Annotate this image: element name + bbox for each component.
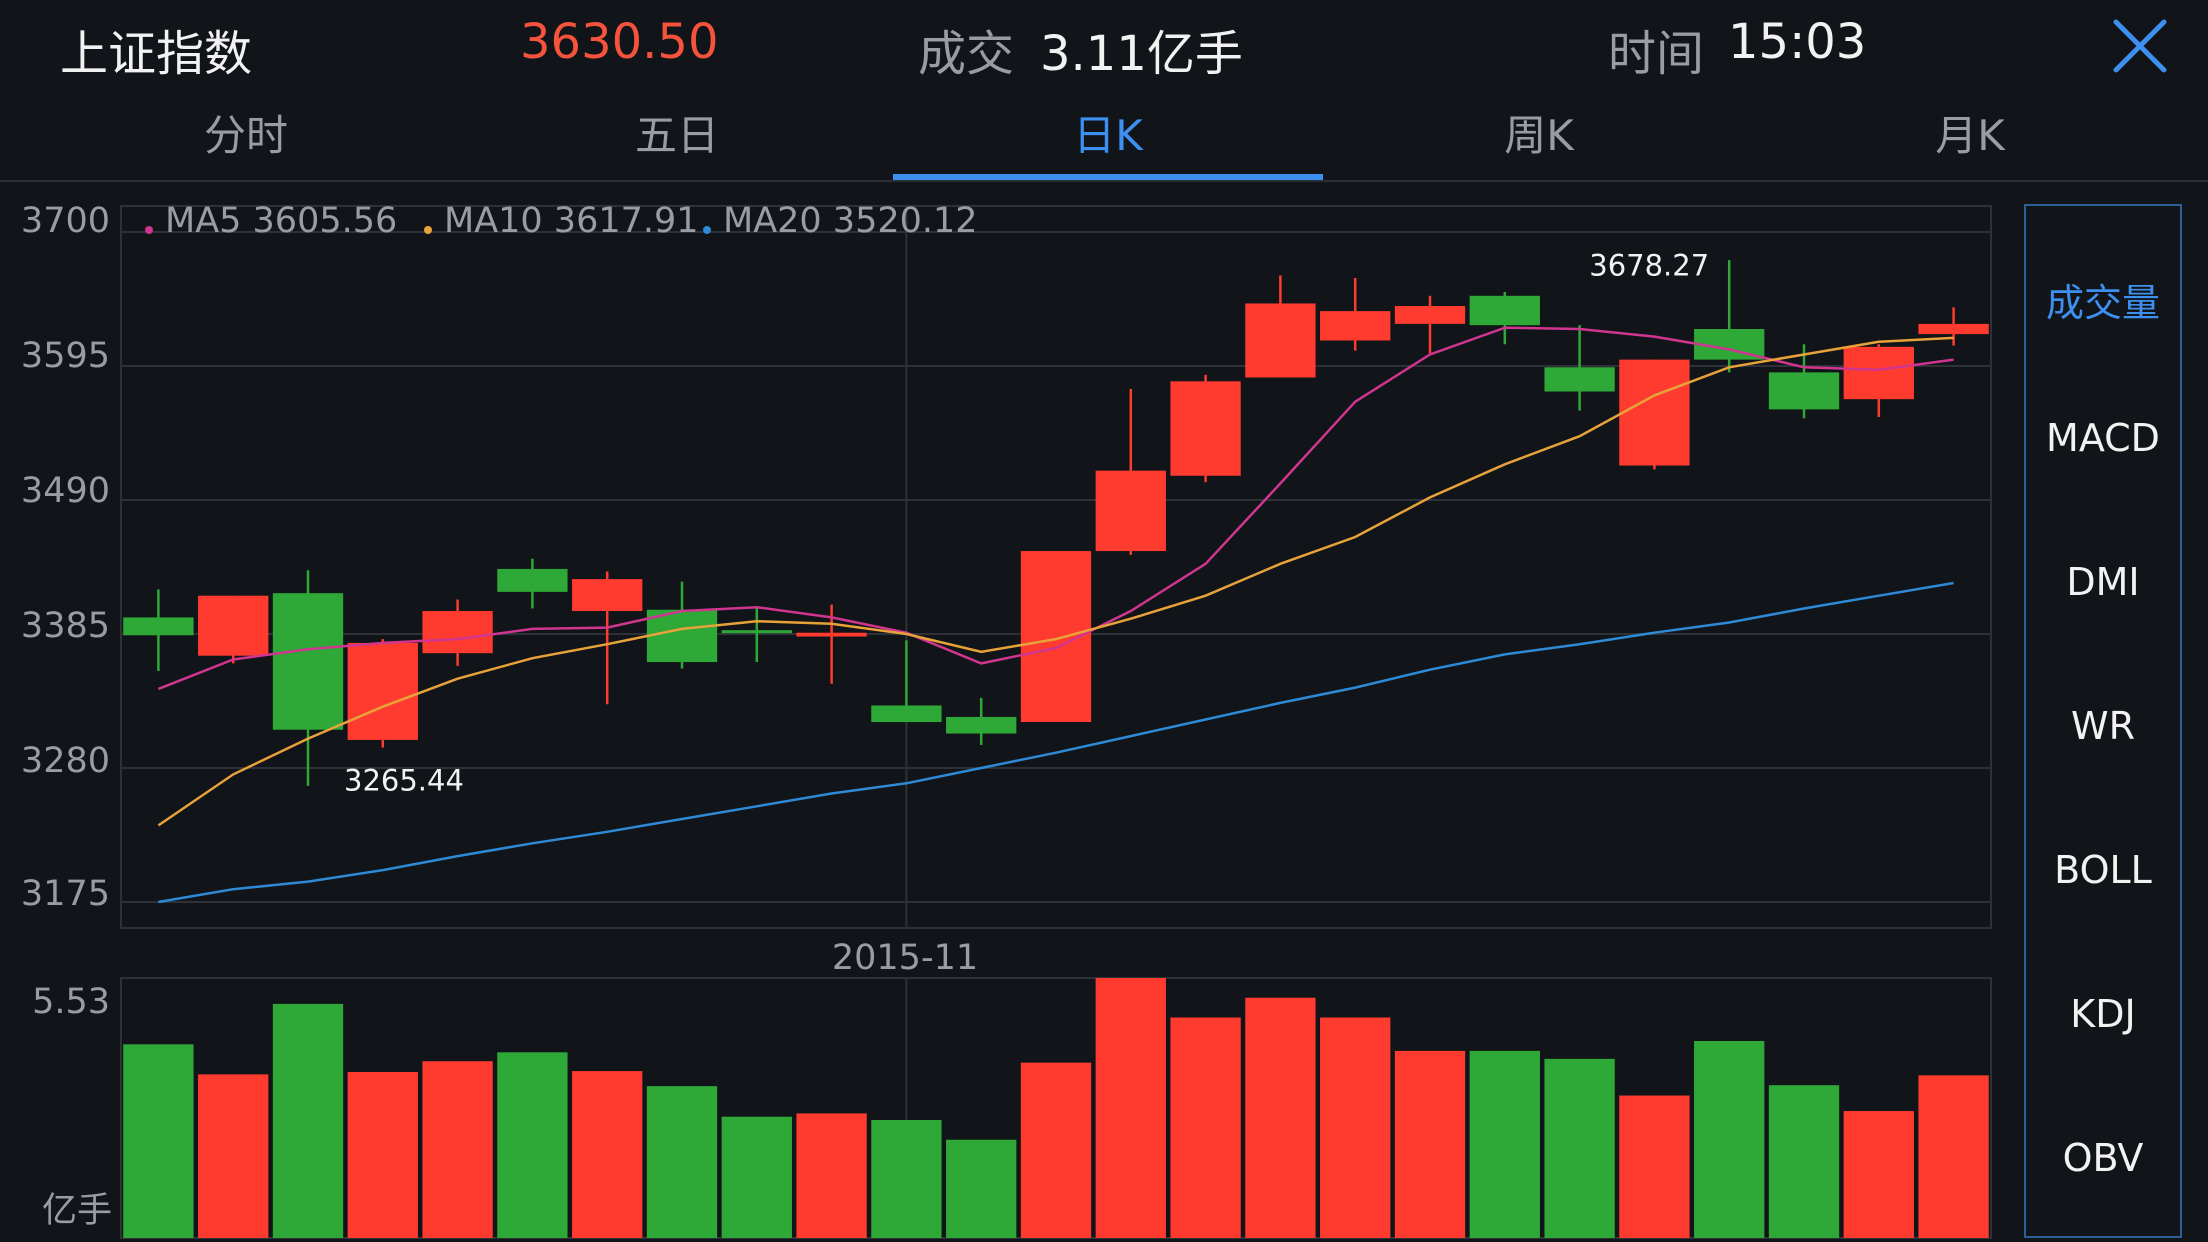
ma10-legend-label: MA10 3617.91: [444, 201, 699, 241]
candle-body: [646, 609, 718, 663]
candle-body: [1095, 470, 1166, 552]
volume-bar: [422, 1061, 493, 1238]
volume-bar: [1394, 1050, 1466, 1238]
volume-bar: [1469, 1050, 1540, 1238]
volume-bar: [1170, 1017, 1241, 1238]
ma5-legend-label: MA5 3605.56: [165, 201, 397, 241]
volume-bar: [1245, 997, 1316, 1238]
volume-bar: [1095, 978, 1166, 1238]
candle-body: [1320, 311, 1391, 341]
volume-bar: [497, 1052, 568, 1238]
candle-body: [123, 617, 194, 636]
period-tabs: 分时 五日 日K 周K 月K: [0, 96, 2208, 182]
ma-legend: MA5 3605.56 MA10 3617.91 MA20 3520.12: [145, 201, 978, 241]
volume-bar: [123, 1044, 194, 1238]
indicator-obv[interactable]: OBV: [2062, 1136, 2144, 1180]
candle-body: [1469, 295, 1540, 326]
candle-body: [572, 579, 643, 612]
tab-monthly-k[interactable]: 月K: [1935, 111, 2005, 160]
price-frame: [120, 205, 1992, 929]
volume-bars: [123, 978, 1989, 1238]
max-price-label: 3678.27: [1589, 249, 1709, 283]
volume-bar: [1843, 1111, 1914, 1238]
ma10-legend-dot: [424, 226, 432, 234]
y-tick-3280: 3280: [21, 741, 110, 781]
volume-bar: [347, 1072, 418, 1238]
volume-bar: [1020, 1062, 1092, 1238]
x-axis-date-label: 2015-11: [832, 938, 978, 978]
tab-intraday[interactable]: 分时: [203, 111, 288, 160]
candle-body: [198, 595, 269, 656]
candle-body: [721, 630, 792, 634]
candle-body: [272, 593, 344, 730]
indicator-volume[interactable]: 成交量: [2045, 281, 2160, 325]
volume-bar: [871, 1119, 942, 1238]
candle-body: [946, 716, 1017, 734]
candle-body: [1245, 303, 1316, 378]
candle-body: [497, 568, 568, 592]
volume-value: 3.11亿手: [1040, 26, 1243, 82]
volume-unit-label: 亿手: [42, 1191, 112, 1231]
volume-bar: [1544, 1058, 1615, 1238]
volume-bar: [1768, 1085, 1840, 1238]
header-bar: 上证指数 3630.50 成交 3.11亿手 时间 15:03: [0, 0, 2208, 88]
ma20-legend-dot: [703, 226, 711, 234]
candle-body: [347, 642, 418, 740]
time-label: 时间: [1608, 26, 1705, 82]
indicator-wr[interactable]: WR: [2071, 704, 2135, 748]
volume-bar: [198, 1074, 269, 1238]
ma20-legend-label: MA20 3520.12: [723, 201, 978, 241]
index-name: 上证指数: [60, 26, 253, 82]
candle-body: [1768, 372, 1840, 410]
y-tick-3385: 3385: [21, 606, 110, 646]
tab-daily-k[interactable]: 日K: [893, 96, 1323, 180]
candle-body: [871, 705, 942, 723]
candle-body: [1394, 306, 1466, 324]
tab-weekly-k[interactable]: 周K: [1504, 111, 1574, 160]
y-tick-3490: 3490: [21, 471, 110, 511]
price-axis-labels: 3700 3595 3490 3385 3280 3175 5.53 亿手 20…: [21, 201, 978, 1231]
volume-bar: [1694, 1041, 1765, 1238]
y-tick-3700: 3700: [21, 201, 110, 241]
y-tick-3175: 3175: [21, 874, 110, 914]
candle-body: [1619, 359, 1690, 466]
ma-lines: [157, 326, 1954, 904]
ma5-line: [157, 326, 1954, 691]
volume-bar: [796, 1113, 867, 1238]
min-price-label: 3265.44: [344, 764, 464, 798]
ma20-line: [158, 581, 1954, 904]
ma10-line: [157, 336, 1954, 827]
candle-body: [1918, 323, 1989, 335]
indicator-panel: 成交量 MACD DMI WR BOLL KDJ OBV: [2024, 204, 2182, 1238]
volume-bar: [646, 1086, 718, 1238]
candles: [123, 260, 1989, 786]
kline-chart[interactable]: 3700 3595 3490 3385 3280 3175 5.53 亿手 20…: [0, 180, 2020, 1242]
indicator-kdj[interactable]: KDJ: [2070, 992, 2136, 1036]
volume-bar: [572, 1071, 643, 1238]
candle-body: [422, 611, 493, 654]
volume-bar: [1619, 1095, 1690, 1238]
y-tick-3595: 3595: [21, 336, 110, 376]
volume-bar: [946, 1139, 1017, 1238]
volume-label: 成交: [918, 26, 1015, 82]
volume-bar: [721, 1116, 792, 1238]
candle-body: [796, 632, 867, 637]
candle-body: [1170, 381, 1241, 476]
tab-five-day[interactable]: 五日: [634, 111, 719, 160]
close-icon[interactable]: [2108, 14, 2172, 78]
indicator-macd[interactable]: MACD: [2046, 416, 2160, 460]
indicator-boll[interactable]: BOLL: [2054, 848, 2152, 892]
volume-bar: [1918, 1075, 1989, 1238]
time-value: 15:03: [1728, 14, 1867, 70]
indicator-dmi[interactable]: DMI: [2066, 560, 2140, 604]
candle-body: [1843, 346, 1914, 400]
volume-bar: [1320, 1017, 1391, 1238]
volume-max-label: 5.53: [32, 982, 110, 1022]
price-annotations: 3678.27 3265.44: [344, 249, 1709, 798]
candle-body: [1544, 367, 1615, 392]
volume-bar: [272, 1003, 344, 1238]
ma5-legend-dot: [145, 226, 153, 234]
index-price: 3630.50: [520, 14, 719, 70]
